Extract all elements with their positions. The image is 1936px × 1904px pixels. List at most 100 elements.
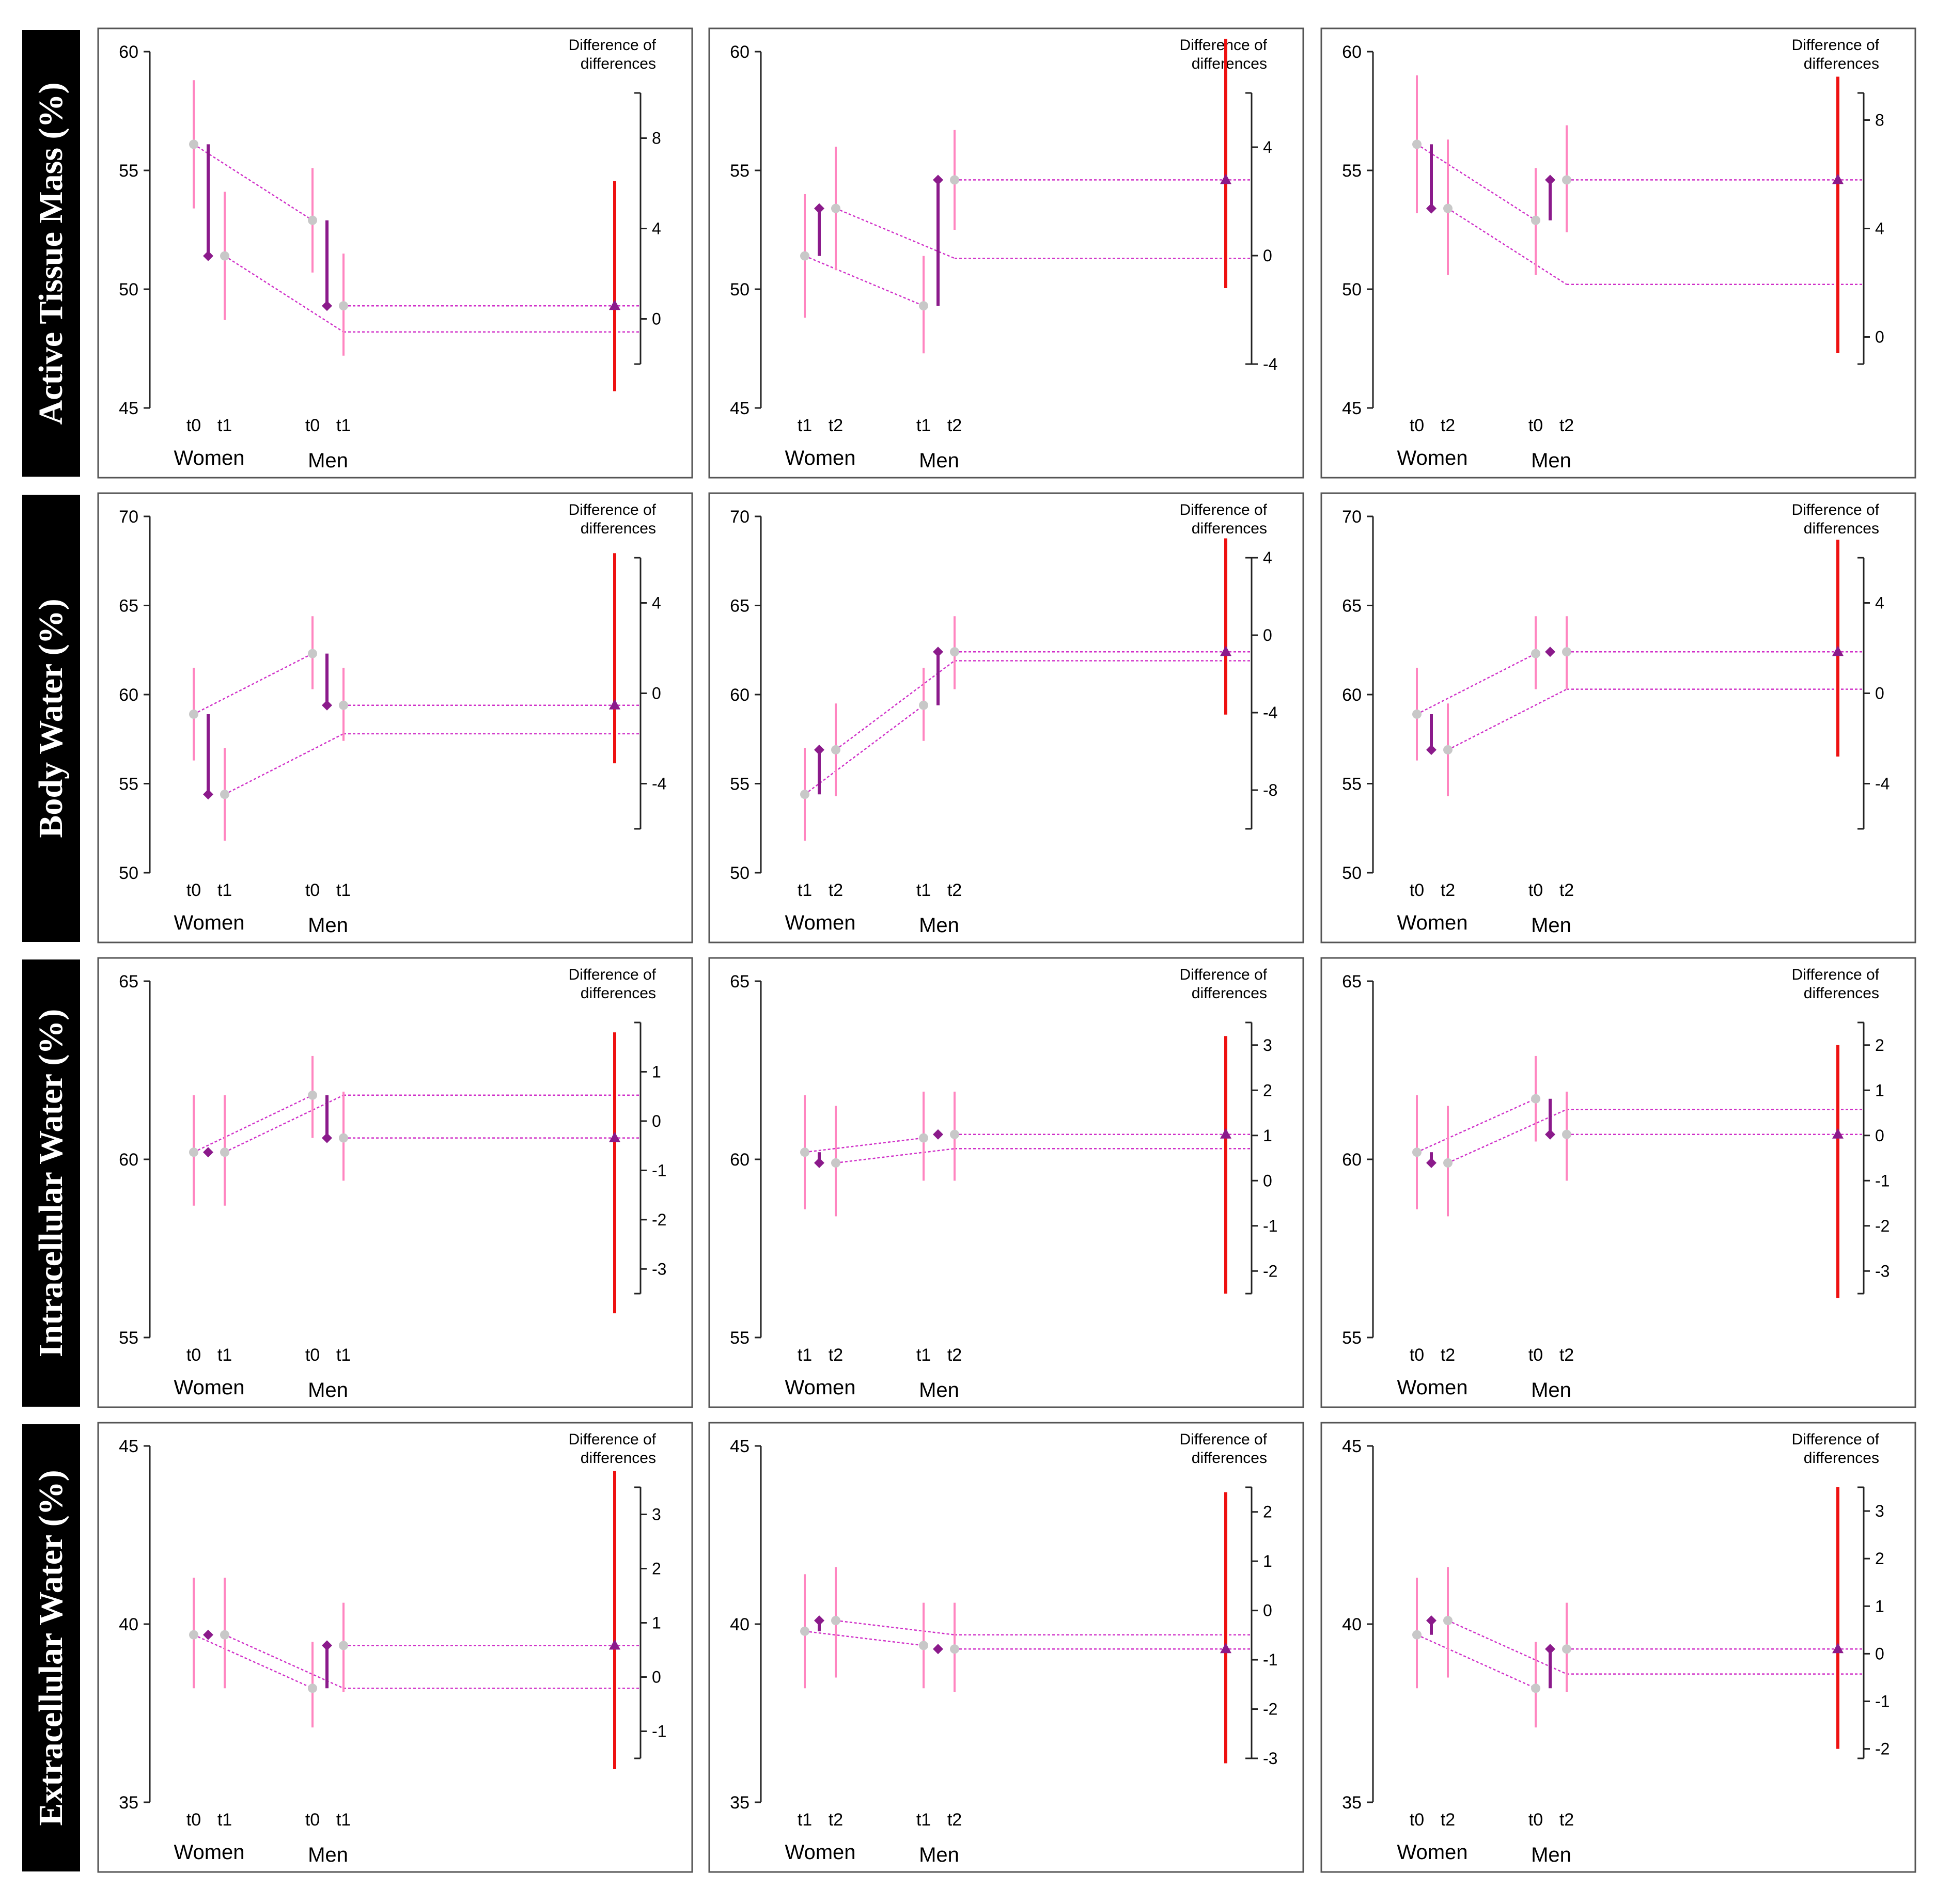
mean-point — [919, 301, 928, 311]
dod-marker — [1220, 1643, 1231, 1654]
dod-tick-label: 4 — [1263, 138, 1272, 156]
chart-panel: 35 40 45 -2 -1 0 1 2 3 Difference of differences t0… — [1320, 1422, 1916, 1873]
change-marker — [203, 1629, 213, 1640]
dod-tick-label: 0 — [1875, 1644, 1884, 1663]
mean-point — [308, 649, 317, 658]
dod-title: Difference of — [1179, 1431, 1267, 1448]
group-label-men: Men — [308, 914, 348, 937]
change-marker — [814, 744, 824, 755]
x-label-men-a: t1 — [916, 1345, 931, 1365]
group-label-men: Men — [308, 1379, 348, 1402]
mean-point — [950, 1644, 959, 1654]
group-label-men: Men — [308, 449, 348, 472]
x-label-women-a: t1 — [798, 416, 812, 435]
dod-marker — [609, 1639, 620, 1650]
y-tick-label: 70 — [119, 507, 138, 527]
connector-line — [193, 653, 313, 715]
dod-tick-label: 3 — [652, 1505, 661, 1524]
change-marker — [1545, 647, 1555, 657]
change-marker — [1426, 1157, 1437, 1168]
dod-title: differences — [581, 1450, 656, 1467]
dod-marker — [609, 699, 620, 710]
y-tick-label: 55 — [1342, 1328, 1362, 1348]
mean-point — [1562, 175, 1571, 185]
dod-marker — [1220, 646, 1231, 656]
panel-frame — [708, 492, 1304, 943]
connector-line — [835, 660, 955, 750]
x-label-men-a: t0 — [305, 416, 320, 435]
dod-tick-label: 2 — [1263, 1503, 1272, 1521]
dod-tick-label: -2 — [1875, 1217, 1890, 1235]
y-tick-label: 60 — [730, 42, 750, 62]
change-marker — [1426, 1615, 1437, 1626]
x-label-men-a: t0 — [1528, 880, 1543, 900]
x-label-women-b: t1 — [217, 880, 232, 900]
dod-tick-label: -2 — [1263, 1262, 1277, 1280]
y-tick-label: 55 — [1342, 161, 1362, 181]
group-label-women: Women — [785, 1376, 855, 1399]
chart-panel: 35 40 45 -1 0 1 2 3 Difference of differences t0 t1… — [97, 1422, 693, 1873]
dod-title: Difference of — [568, 37, 656, 54]
y-tick-label: 60 — [119, 1150, 138, 1170]
y-tick-label: 55 — [119, 775, 138, 794]
panel-frame — [708, 27, 1304, 479]
mean-point — [831, 203, 840, 213]
mean-point — [950, 647, 959, 657]
dod-tick-label: -4 — [652, 775, 666, 793]
dod-marker — [1832, 646, 1844, 656]
change-marker — [322, 301, 332, 311]
x-label-men-a: t0 — [1528, 416, 1543, 435]
dod-tick-label: -1 — [1875, 1692, 1890, 1710]
x-label-men-b: t2 — [947, 416, 962, 435]
mean-point — [800, 790, 809, 799]
x-label-men-b: t2 — [1559, 1345, 1574, 1365]
x-label-men-b: t2 — [947, 1345, 962, 1365]
dod-tick-label: -4 — [1263, 703, 1277, 722]
connector-line — [224, 255, 344, 333]
connector-line — [804, 1630, 924, 1646]
mean-point — [189, 139, 198, 149]
x-label-women-a: t0 — [1410, 416, 1424, 435]
connector-line — [1416, 1634, 1536, 1689]
mean-point — [950, 1129, 959, 1139]
dod-marker — [1832, 1643, 1844, 1654]
x-label-men-b: t2 — [1559, 1810, 1574, 1830]
group-label-men: Men — [1531, 1379, 1571, 1402]
mean-point — [919, 1641, 928, 1650]
y-tick-label: 65 — [730, 596, 750, 616]
chart-panel: 50 55 60 65 70 -4 0 4 Difference of differences t0… — [97, 492, 693, 943]
dod-tick-label: 0 — [1875, 684, 1884, 703]
dod-tick-label: 1 — [652, 1614, 661, 1632]
dod-tick-label: -1 — [652, 1161, 666, 1179]
change-marker — [322, 700, 332, 711]
y-tick-label: 55 — [119, 161, 138, 181]
connector-line — [193, 144, 313, 221]
mean-point — [831, 1616, 840, 1626]
y-tick-label: 60 — [730, 685, 750, 705]
mean-point — [220, 1630, 229, 1640]
change-marker — [322, 1132, 332, 1143]
mean-point — [339, 1641, 348, 1650]
dod-tick-label: 0 — [1875, 1126, 1884, 1145]
group-label-women: Women — [1397, 1376, 1467, 1399]
y-tick-label: 65 — [119, 972, 138, 992]
x-label-men-b: t2 — [947, 1810, 962, 1830]
x-label-men-b: t1 — [336, 416, 351, 435]
panel-frame — [1320, 1422, 1916, 1873]
y-tick-label: 55 — [119, 1328, 138, 1348]
connector-line — [1416, 1098, 1536, 1153]
dod-tick-label: 0 — [652, 1112, 661, 1130]
group-label-women: Women — [174, 911, 244, 934]
dod-tick-label: 4 — [1875, 219, 1884, 238]
dod-title: Difference of — [1791, 966, 1879, 983]
connector-line — [1447, 208, 1567, 285]
dod-tick-label: 0 — [652, 684, 661, 703]
x-label-women-a: t1 — [798, 1345, 812, 1365]
group-label-women: Women — [1397, 1841, 1467, 1864]
dod-title: Difference of — [1791, 501, 1879, 518]
panel-frame — [708, 957, 1304, 1408]
dod-tick-label: 3 — [1263, 1036, 1272, 1055]
x-label-women-b: t2 — [829, 880, 843, 900]
